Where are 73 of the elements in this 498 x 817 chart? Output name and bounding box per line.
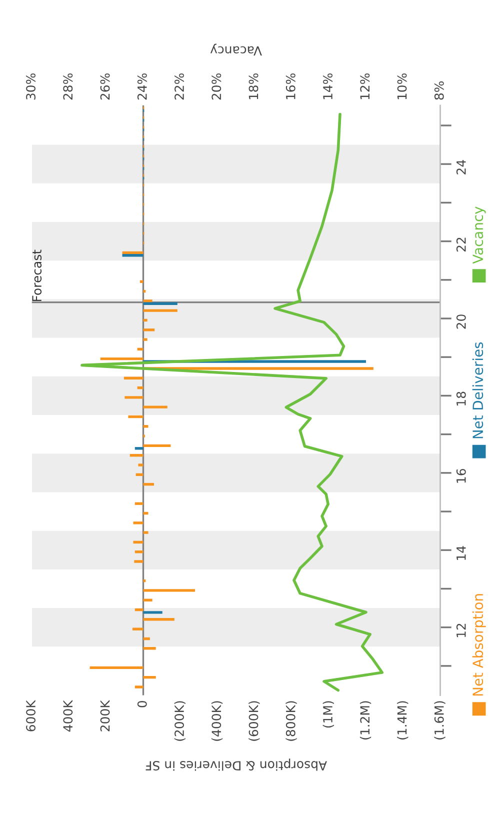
bar	[128, 415, 144, 418]
x2-tick-label: 18%	[248, 73, 258, 100]
x-tick-label: 0	[137, 700, 147, 708]
bar	[143, 328, 155, 332]
y-tick-label: 16	[456, 468, 466, 483]
bar	[143, 309, 178, 312]
x-tick-label: (600K)	[248, 701, 260, 741]
bar	[143, 589, 196, 592]
bar	[124, 376, 144, 380]
bar	[124, 396, 144, 399]
x-tick-label: (1.6M)	[434, 701, 446, 740]
bar	[143, 302, 178, 305]
x-tick-label: 600K	[26, 700, 36, 732]
x-tick-label: (1M)	[322, 701, 334, 728]
bar	[143, 290, 146, 293]
y-tick-label: 14	[456, 546, 466, 560]
x-tick-label: 200K	[100, 700, 110, 732]
ref-line-label: Forecast	[32, 250, 42, 302]
x2-tick-label: 24%	[137, 73, 147, 100]
y-tick-label: 12	[456, 624, 466, 638]
bar	[143, 482, 154, 486]
bar	[133, 522, 144, 524]
bar	[143, 318, 148, 322]
bar	[134, 560, 144, 563]
x-tick-label: (1.4M)	[397, 701, 408, 740]
text: Net Absorption	[472, 594, 486, 696]
x2-tick-label: 22%	[174, 73, 184, 100]
bar	[143, 338, 148, 341]
y-tick-label: 22	[456, 238, 466, 252]
bar	[130, 454, 144, 457]
x-tick-label: (200K)	[174, 701, 186, 741]
bar	[143, 618, 174, 621]
bar	[143, 637, 150, 640]
x-tick-label: 400K	[63, 700, 73, 732]
bar	[143, 425, 148, 428]
bar	[138, 464, 144, 466]
bar	[134, 502, 144, 505]
bar	[143, 598, 152, 602]
bar	[143, 406, 168, 408]
bar	[133, 540, 144, 544]
bar	[134, 686, 144, 688]
bar	[143, 300, 152, 302]
x2-axis-title: Vacancy	[210, 44, 262, 56]
x2-tick-label: 26%	[100, 73, 110, 100]
bar	[143, 531, 148, 534]
bar	[100, 357, 144, 360]
bar	[143, 611, 162, 614]
bar	[132, 628, 144, 630]
x2-tick-label: 10%	[397, 73, 407, 100]
x-axis-title: Absorption & Deliveries in SF	[146, 758, 327, 771]
y-tick-label: 24	[456, 160, 466, 174]
bar	[143, 647, 156, 650]
bar	[90, 666, 144, 670]
x-tick-label: (400K)	[211, 701, 223, 741]
bar	[143, 444, 171, 448]
y-tick-label: 18	[456, 392, 466, 406]
x2-tick-label: 20%	[212, 73, 222, 100]
x-tick-label: (800K)	[286, 701, 297, 741]
text: Net Deliveries	[472, 342, 484, 438]
y-tick-label: 20	[456, 314, 466, 329]
bar	[143, 676, 156, 679]
x-tick-label: (1.2M)	[360, 701, 372, 740]
bar	[122, 251, 144, 254]
bar	[122, 254, 144, 257]
x2-tick-label: 16%	[286, 73, 296, 100]
text: Vacancy	[472, 206, 486, 264]
x2-tick-label: 8%	[434, 81, 444, 100]
bar	[143, 579, 146, 582]
x2-tick-label: 30%	[26, 73, 36, 100]
bar	[143, 512, 148, 515]
x2-tick-label: 12%	[360, 73, 370, 100]
x2-tick-label: 14%	[323, 73, 332, 100]
x2-tick-label: 28%	[63, 73, 73, 100]
